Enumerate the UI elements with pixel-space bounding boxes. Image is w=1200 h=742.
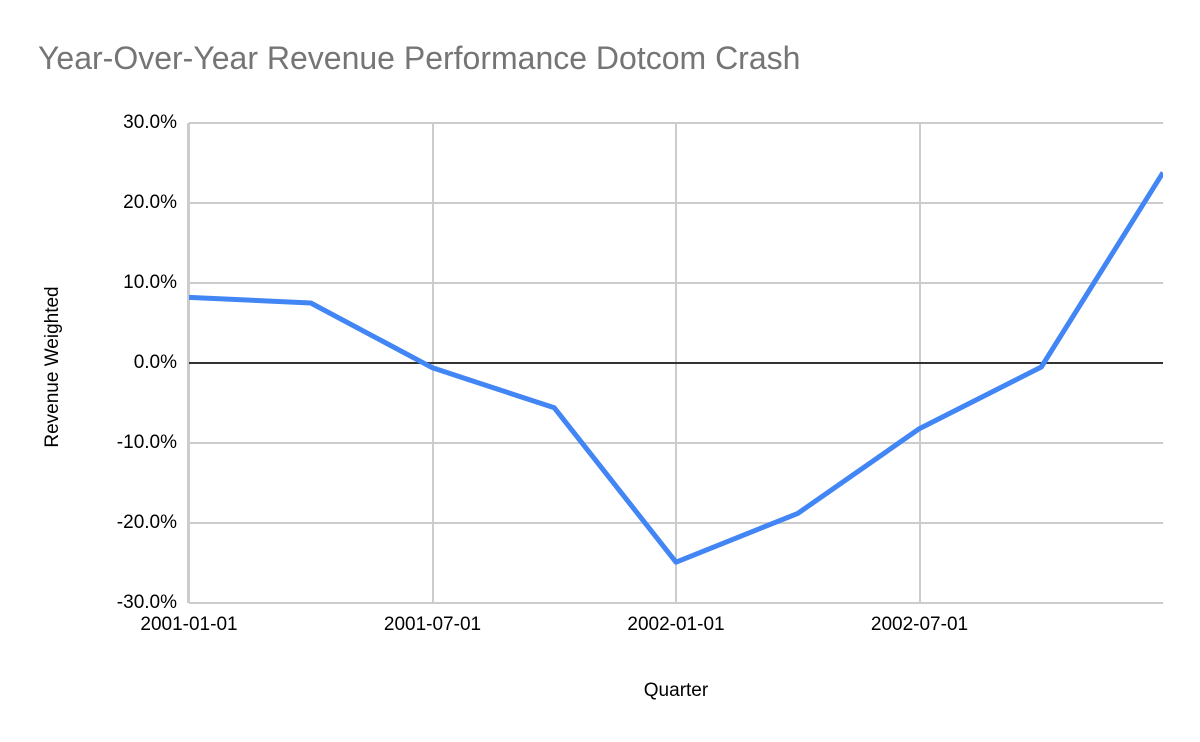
horizontal-gridline — [189, 522, 1163, 524]
revenue-line — [189, 171, 1163, 565]
horizontal-gridline — [189, 442, 1163, 444]
y-tick-label: 20.0% — [123, 192, 177, 213]
y-tick-label: 10.0% — [123, 272, 177, 293]
horizontal-gridline — [189, 122, 1163, 124]
x-tick-label: 2001-07-01 — [383, 614, 482, 635]
y-tick-label: -20.0% — [116, 512, 177, 533]
y-tick-label: 0.0% — [133, 352, 177, 373]
x-axis-title: Quarter — [643, 680, 709, 701]
chart-title: Year-Over-Year Revenue Performance Dotco… — [38, 40, 801, 76]
y-tick-label: -10.0% — [116, 432, 177, 453]
line-series-svg — [189, 171, 1163, 565]
horizontal-gridline — [189, 602, 1163, 604]
y-tick-label: 30.0% — [123, 112, 177, 133]
y-tick-label: -30.0% — [116, 592, 177, 613]
x-tick-label: 2001-01-01 — [140, 614, 238, 635]
plot-area — [187, 122, 1163, 604]
x-tick-label: 2002-01-01 — [627, 614, 725, 635]
zero-gridline — [189, 362, 1163, 364]
horizontal-gridline — [189, 282, 1163, 284]
x-tick-label: 2002-07-01 — [870, 614, 969, 635]
horizontal-gridline — [189, 202, 1163, 204]
